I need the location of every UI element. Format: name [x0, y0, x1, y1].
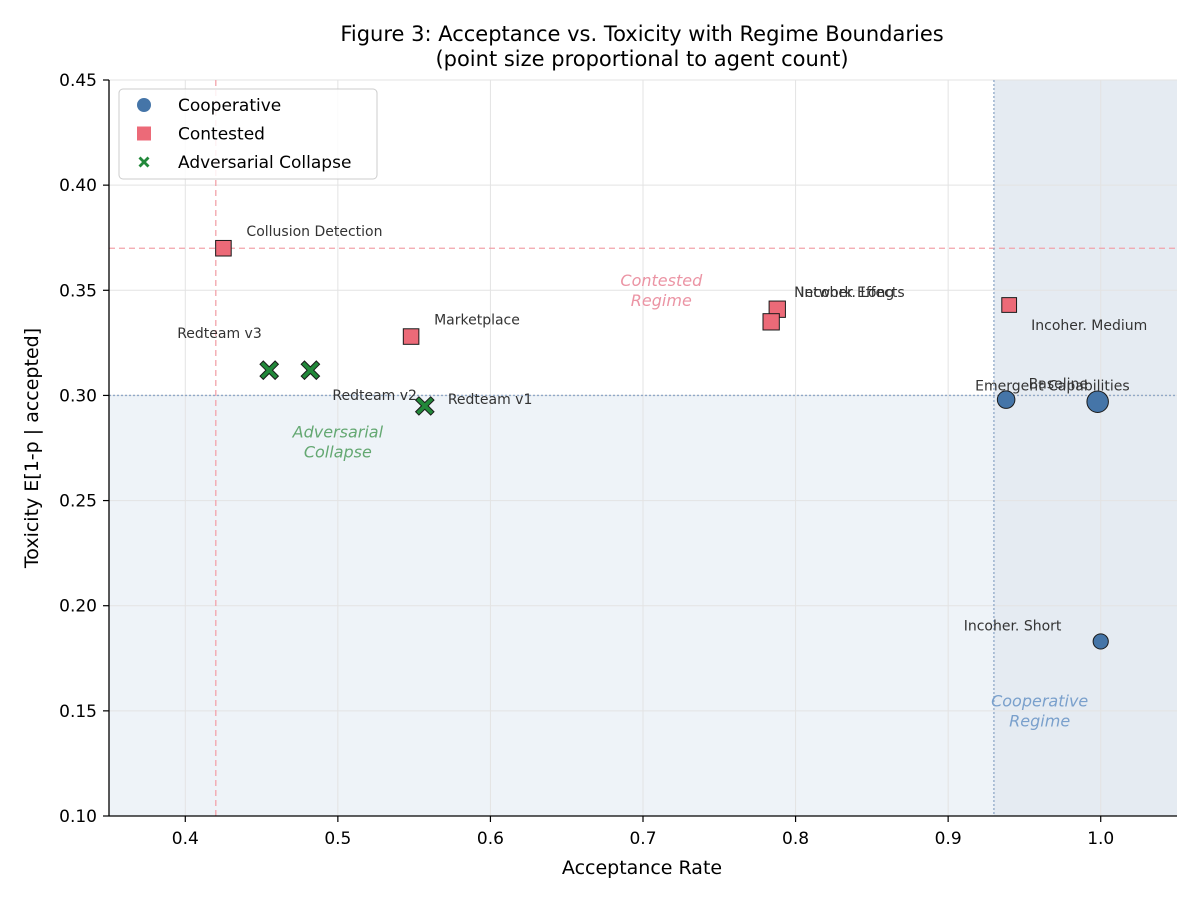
regime-annotation-1: Adversarial Collapse [292, 422, 384, 461]
data-point-network-effects [762, 313, 780, 331]
regime-annotation-line1: Adversarial [292, 422, 384, 441]
x-tick-label: 0.7 [629, 829, 656, 849]
point-label-incoher-long: Incoher. Long [800, 285, 894, 301]
point-label-redteam-v3: Redteam v3 [177, 326, 262, 342]
point-label-network-effects: Network Effects [794, 285, 905, 301]
data-point-redteam-v2 [300, 360, 321, 381]
chart-title: Figure 3: Acceptance vs. Toxicity with R… [340, 22, 943, 46]
x-axis-label: Acceptance Rate [562, 857, 722, 879]
y-tick-label: 0.20 [59, 597, 97, 617]
x-tick-label: 0.9 [935, 829, 962, 849]
legend-entry-1: Contested [178, 125, 265, 145]
data-point-baseline [1086, 390, 1109, 413]
point-label-baseline: Baseline [1029, 377, 1088, 393]
data-point-collusion-detection [215, 239, 232, 257]
legend-box [118, 88, 378, 180]
regime-annotation-line2: Regime [1009, 712, 1070, 731]
point-label-incoher-medium: Incoher. Medium [1031, 318, 1147, 334]
x-tick-label: 1.0 [1087, 829, 1114, 849]
point-label-emergent-capabilities: Emergent Capabilities [975, 379, 1130, 395]
regime-annotation-line1: Cooperative [991, 692, 1088, 711]
legend-marker-2 [138, 156, 150, 168]
legend-entry-0: Cooperative [178, 96, 281, 116]
y-tick-label: 0.45 [59, 71, 97, 91]
regime-annotation-line2: Regime [631, 291, 692, 310]
y-tick-label: 0.25 [59, 492, 97, 512]
regime-annotation-2: Cooperative Regime [991, 692, 1088, 731]
data-point-redteam-v3 [259, 360, 280, 381]
point-label-incoher-short: Incoher. Short [964, 618, 1062, 634]
data-point-incoher-medium [1001, 297, 1018, 313]
legend-marker-0 [137, 98, 151, 112]
axes: 0.4 0.5 0.6 0.7 0.8 0.9 1.0 0.10 0.15 0.20 0.25 0.3… [59, 71, 1177, 849]
legend: Cooperative Contested Adversarial Collapse [118, 88, 378, 180]
y-tick-label: 0.15 [59, 702, 97, 722]
legend-entry-2: Adversarial Collapse [178, 153, 351, 173]
point-label-marketplace: Marketplace [434, 313, 520, 329]
x-tick-label: 0.6 [477, 829, 504, 849]
data-point-emergent-capabilities [996, 390, 1016, 409]
point-label-redteam-v2: Redteam v2 [332, 388, 417, 404]
x-tick-label: 0.4 [172, 829, 199, 849]
data-point-incoher-short [1092, 633, 1109, 650]
data-point-marketplace [402, 328, 420, 345]
y-tick-label: 0.30 [59, 386, 97, 406]
y-tick-label: 0.10 [59, 807, 97, 827]
y-tick-label: 0.40 [59, 176, 97, 196]
y-tick-label: 0.35 [59, 281, 97, 301]
legend-marker-1 [137, 126, 151, 141]
regime-annotation-line2: Collapse [304, 442, 372, 461]
y-axis-label: Toxicity E[1-p | accepted] [21, 328, 43, 569]
regime-region-1 [993, 80, 1177, 816]
regime-annotation-0: Contested Regime [620, 271, 703, 310]
data-point-redteam-v1 [414, 396, 435, 416]
regime-annotation-line1: Contested [620, 271, 703, 290]
point-label-redteam-v1: Redteam v1 [448, 392, 533, 408]
chart-subtitle: (point size proportional to agent count) [435, 47, 848, 71]
x-tick-label: 0.8 [782, 829, 809, 849]
x-tick-label: 0.5 [324, 829, 351, 849]
point-label-collusion-detection: Collusion Detection [246, 224, 382, 240]
data-points [215, 239, 1109, 650]
